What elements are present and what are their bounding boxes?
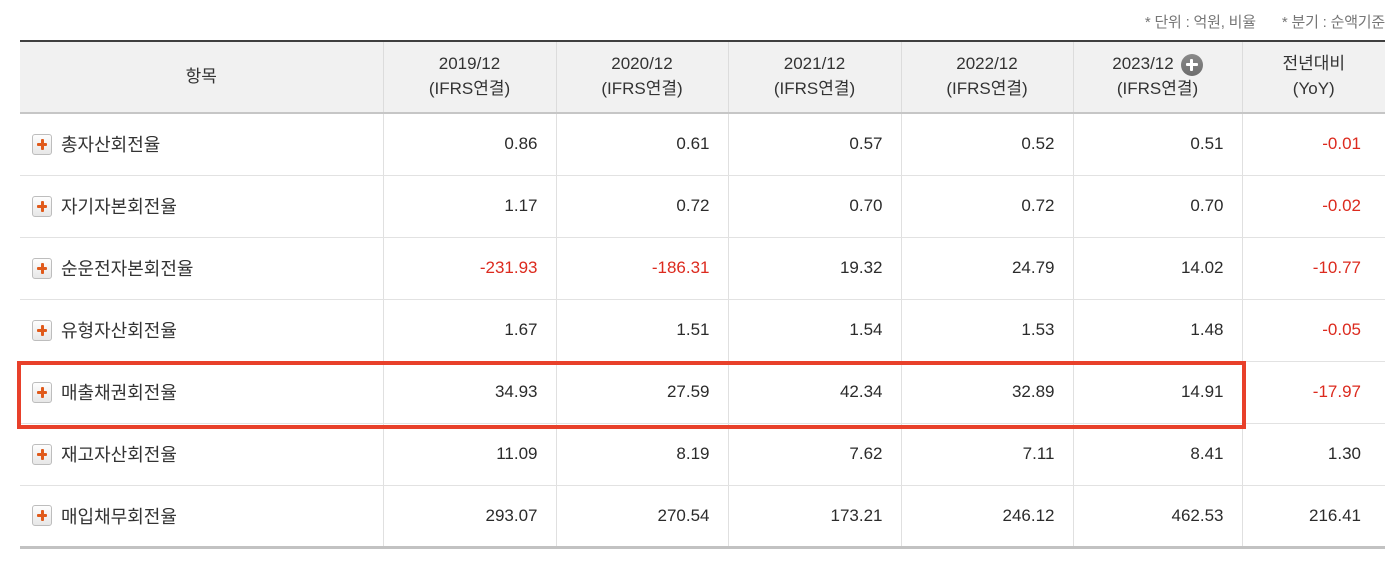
- cell-value: 32.89: [900, 361, 1073, 424]
- column-header-item: 항목: [20, 41, 383, 114]
- header-row: 항목 2019/12 (IFRS연결) 2020/12 (IFRS연결) 202…: [20, 41, 1385, 114]
- cell-value-yoy: -0.02: [1241, 175, 1385, 238]
- standard-label: (IFRS연결): [428, 79, 511, 98]
- add-circle-icon[interactable]: [1180, 53, 1203, 76]
- ratio-table-wrap: 항목 2019/12 (IFRS연결) 2020/12 (IFRS연결) 202…: [17, 40, 1385, 549]
- cell-value-yoy: 1.30: [1241, 423, 1385, 486]
- table-row: 총자산회전율 0.86 0.61 0.57 0.52 0.51 -0.01: [20, 113, 1385, 176]
- standard-label: (IFRS연결): [1116, 79, 1199, 98]
- cell-value: 24.79: [900, 237, 1073, 300]
- table-row: 재고자산회전율 11.09 8.19 7.62 7.11 8.41 1.30: [20, 423, 1385, 486]
- basis-note: * 분기 : 순액기준: [1281, 13, 1385, 31]
- cell-value: 173.21: [727, 485, 901, 549]
- cell-value: 11.09: [382, 423, 556, 486]
- cell-value-yoy: -0.01: [1241, 113, 1385, 176]
- expand-row-plus-icon[interactable]: [32, 133, 52, 155]
- expand-row-plus-icon[interactable]: [32, 195, 52, 217]
- table-row: 자기자본회전율 1.17 0.72 0.70 0.72 0.70 -0.02: [20, 175, 1385, 238]
- cell-value: 1.17: [382, 175, 556, 238]
- cell-value: 8.41: [1072, 423, 1242, 486]
- yoy-label: 전년대비: [1282, 54, 1346, 74]
- yoy-sub-label: (YoY): [1292, 79, 1335, 98]
- cell-value: -186.31: [555, 237, 728, 300]
- row-label: 매출채권회전율: [61, 383, 177, 403]
- cell-value: 1.48: [1072, 299, 1242, 362]
- cell-value: 19.32: [727, 237, 901, 300]
- standard-label: (IFRS연결): [773, 79, 856, 98]
- column-header-2020: 2020/12 (IFRS연결): [555, 41, 728, 114]
- cell-value: 7.62: [727, 423, 901, 486]
- column-header-yoy: 전년대비 (YoY): [1241, 41, 1385, 114]
- cell-value: 0.70: [1072, 175, 1242, 238]
- cell-value: 0.57: [727, 113, 901, 176]
- period-label: 2020/12: [611, 54, 673, 74]
- cell-value: 42.34: [727, 361, 901, 424]
- table-row-highlighted: 매출채권회전율 34.93 27.59 42.34 32.89 14.91 -1…: [20, 361, 1385, 424]
- cell-value: 0.61: [555, 113, 728, 176]
- cell-value: 8.19: [555, 423, 728, 486]
- cell-value: 246.12: [900, 485, 1073, 549]
- expand-row-plus-icon[interactable]: [32, 257, 52, 279]
- cell-value-yoy: -10.77: [1241, 237, 1385, 300]
- cell-value: 462.53: [1072, 485, 1242, 549]
- row-label: 재고자산회전율: [61, 445, 177, 465]
- cell-value-yoy: 216.41: [1241, 485, 1385, 549]
- cell-value: 27.59: [555, 361, 728, 424]
- table-row: 매입채무회전율 293.07 270.54 173.21 246.12 462.…: [20, 485, 1385, 549]
- cell-value: 1.51: [555, 299, 728, 362]
- row-label: 매입채무회전율: [61, 506, 177, 527]
- standard-label: (IFRS연결): [946, 79, 1028, 98]
- cell-value: 0.70: [727, 175, 901, 238]
- cell-value: 0.72: [900, 175, 1073, 238]
- column-header-2021: 2021/12 (IFRS연결): [727, 41, 901, 114]
- row-label: 유형자산회전율: [61, 321, 177, 341]
- cell-value-yoy: -17.97: [1241, 361, 1385, 424]
- ratio-table: 항목 2019/12 (IFRS연결) 2020/12 (IFRS연결) 202…: [20, 40, 1385, 549]
- cell-value: 14.91: [1072, 361, 1242, 424]
- period-label: 2021/12: [783, 54, 846, 74]
- table-row: 순운전자본회전율 -231.93 -186.31 19.32 24.79 14.…: [20, 237, 1385, 300]
- column-header-2022: 2022/12 (IFRS연결): [900, 41, 1073, 114]
- cell-value: -231.93: [382, 237, 556, 300]
- cell-value: 0.52: [900, 113, 1073, 176]
- standard-label: (IFRS연결): [601, 79, 683, 98]
- cell-value: 34.93: [382, 361, 556, 424]
- cell-value: 7.11: [900, 423, 1073, 486]
- cell-value: 1.54: [727, 299, 901, 362]
- expand-row-plus-icon[interactable]: [32, 381, 52, 403]
- cell-value: 1.53: [900, 299, 1073, 362]
- row-label: 순운전자본회전율: [61, 259, 194, 279]
- column-header-2019: 2019/12 (IFRS연결): [382, 41, 556, 114]
- table-notes: * 단위 : 억원, 비율 * 분기 : 순액기준: [20, 0, 1385, 40]
- cell-value: 14.02: [1072, 237, 1242, 300]
- cell-value: 270.54: [555, 485, 728, 549]
- expand-row-plus-icon[interactable]: [32, 443, 52, 465]
- expand-row-plus-icon[interactable]: [32, 505, 52, 526]
- cell-value-yoy: -0.05: [1241, 299, 1385, 362]
- financial-ratio-page: * 단위 : 억원, 비율 * 분기 : 순액기준 항목 2019/12 (IF…: [17, 0, 1385, 549]
- period-label: 2022/12: [956, 54, 1018, 74]
- cell-value: 293.07: [382, 485, 556, 549]
- cell-value: 0.72: [555, 175, 728, 238]
- column-header-2023: 2023/12 (IFRS연결): [1072, 41, 1242, 114]
- unit-note: * 단위 : 억원, 비율: [1144, 13, 1256, 31]
- period-label: 2019/12: [438, 54, 501, 74]
- row-label: 총자산회전율: [61, 135, 161, 156]
- expand-row-plus-icon[interactable]: [32, 319, 52, 341]
- cell-value: 0.51: [1072, 113, 1242, 176]
- cell-value: 1.67: [382, 299, 556, 362]
- row-label: 자기자본회전율: [61, 197, 177, 217]
- cell-value: 0.86: [382, 113, 556, 176]
- period-label: 2023/12: [1112, 54, 1174, 74]
- table-row: 유형자산회전율 1.67 1.51 1.54 1.53 1.48 -0.05: [20, 299, 1385, 362]
